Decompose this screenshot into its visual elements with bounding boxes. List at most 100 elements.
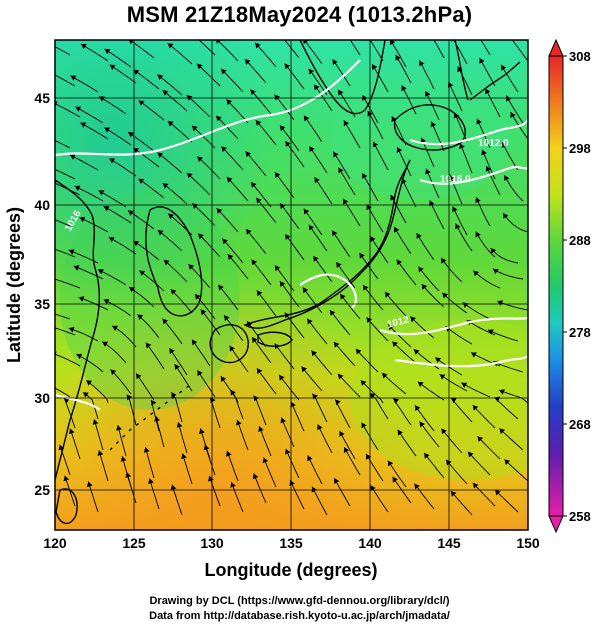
streamline-arrowhead xyxy=(216,208,223,214)
streamline-arrowhead xyxy=(103,299,110,305)
streamline xyxy=(487,329,519,342)
streamline-arrowhead xyxy=(162,183,169,189)
streamline xyxy=(192,202,216,227)
streamline-arrowhead xyxy=(40,213,46,219)
streamline-arrowhead xyxy=(220,376,227,382)
isobar-6 xyxy=(55,393,101,411)
streamline xyxy=(371,63,389,93)
streamline xyxy=(441,292,468,314)
streamline-arrowhead xyxy=(68,428,75,435)
streamline xyxy=(103,299,132,317)
streamline-arrowhead xyxy=(307,318,313,325)
colorbar-bottom-arrow xyxy=(548,515,564,534)
streamline-arrowhead xyxy=(338,89,344,96)
streamline-arrowhead xyxy=(476,118,482,125)
streamline-arrowhead xyxy=(181,453,187,460)
streamline xyxy=(334,399,351,429)
streamline xyxy=(98,450,109,482)
streamline xyxy=(500,64,519,93)
streamline xyxy=(76,353,104,373)
streamline xyxy=(284,312,305,339)
streamline-arrowhead xyxy=(392,341,398,348)
streamline-arrowhead xyxy=(46,165,52,170)
streamline-arrowhead xyxy=(441,257,447,264)
streamline xyxy=(401,178,417,208)
streamline xyxy=(55,74,76,87)
streamline xyxy=(333,477,351,507)
streamline xyxy=(109,64,137,84)
x-tick-label: 150 xyxy=(516,535,540,551)
streamline xyxy=(137,314,160,339)
streamline xyxy=(226,99,249,124)
streamline xyxy=(103,205,132,224)
streamline-arrowhead xyxy=(244,59,251,65)
streamline-arrowhead xyxy=(74,185,81,191)
streamline-arrowhead xyxy=(475,231,481,238)
streamline-arrowhead xyxy=(335,399,341,406)
x-axis: 120 125 130 135 140 145 150 Longitude (d… xyxy=(43,535,540,580)
streamline xyxy=(69,154,99,171)
streamline xyxy=(245,151,267,177)
streamline-arrowhead xyxy=(303,208,310,215)
streamline xyxy=(333,341,356,367)
streamline xyxy=(80,43,109,62)
streamline-arrowhead xyxy=(333,341,340,348)
streamline xyxy=(75,106,104,124)
streamline-arrowhead xyxy=(490,248,497,254)
streamline-arrowhead xyxy=(366,317,372,323)
streamline xyxy=(312,255,333,283)
streamline xyxy=(226,450,239,482)
streamline-arrowhead xyxy=(83,392,89,398)
streamline-arrowhead xyxy=(307,455,313,462)
streamline-arrowhead xyxy=(497,300,504,306)
russia-coast xyxy=(299,40,386,115)
streamline-arrowhead xyxy=(169,348,175,355)
streamline xyxy=(169,348,188,376)
streamline xyxy=(372,141,389,171)
streamline xyxy=(492,268,524,280)
streamline-arrowhead xyxy=(208,475,214,482)
streamline xyxy=(167,120,193,143)
graticule xyxy=(55,40,528,530)
streamline-arrowhead xyxy=(485,88,491,95)
streamline-arrowhead xyxy=(143,447,150,453)
streamline xyxy=(303,115,323,143)
streamline xyxy=(135,373,155,401)
streamline-arrowhead xyxy=(359,252,365,259)
streamline-arrowhead xyxy=(157,152,164,158)
streamline xyxy=(70,75,99,93)
streamline xyxy=(144,447,155,479)
streamline-arrowhead xyxy=(245,151,252,158)
streamline-arrowhead xyxy=(127,210,134,216)
isobar-label: 1012.0 xyxy=(478,138,509,149)
streamline xyxy=(227,253,249,280)
streamline-arrowhead xyxy=(393,398,400,404)
isobar-7 xyxy=(299,273,358,309)
streamline-arrowhead xyxy=(401,85,407,92)
temperature-field xyxy=(55,40,528,530)
streamline-arrowhead xyxy=(256,290,263,297)
streamline xyxy=(476,118,491,149)
streamline-arrowhead xyxy=(363,285,369,291)
streamline xyxy=(97,269,127,286)
streamline-arrowhead xyxy=(455,223,461,230)
streamline-arrowhead xyxy=(388,324,394,331)
streamline-arrowhead xyxy=(69,154,76,160)
streamline-arrowhead xyxy=(485,166,492,172)
shikoku-coast xyxy=(257,331,293,347)
streamline-arrowhead xyxy=(222,238,228,245)
streamline-arrowhead xyxy=(385,291,391,298)
streamline xyxy=(250,89,272,115)
isobars xyxy=(55,59,528,411)
streamline-arrowhead xyxy=(116,425,122,431)
streamline xyxy=(198,40,216,56)
streamline-arrowhead xyxy=(128,132,134,138)
streamline-arrowhead xyxy=(133,69,140,75)
streamline-arrowhead xyxy=(42,39,48,44)
streamline-arrowhead xyxy=(459,143,465,150)
streamline-arrowhead xyxy=(390,194,396,201)
streamline xyxy=(337,373,361,398)
streamline xyxy=(439,374,468,392)
isobar-5 xyxy=(394,355,528,368)
streamline-arrowhead xyxy=(148,478,154,485)
